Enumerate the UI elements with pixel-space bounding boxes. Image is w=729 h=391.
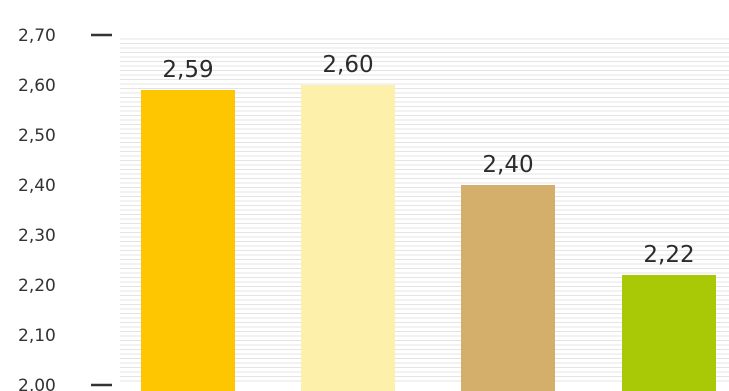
value-labels: 2,59 2,60 2,40 2,22 (162, 52, 694, 268)
bar-3 (461, 185, 555, 391)
value-label-3: 2,40 (482, 152, 533, 178)
bar-4 (622, 275, 716, 391)
y-tick-label: 2,60 (18, 76, 56, 96)
y-tick-label: 2,70 (18, 26, 56, 46)
y-tick-label: 2,40 (18, 176, 56, 196)
y-tick-label: 2,10 (18, 326, 56, 346)
y-tick-label: 2,50 (18, 126, 56, 146)
y-tick-label: 2,20 (18, 276, 56, 296)
value-label-2: 2,60 (322, 52, 373, 78)
value-label-1: 2,59 (162, 57, 213, 83)
bar-1 (141, 90, 235, 391)
y-axis: 2,70 2,60 2,50 2,40 2,30 2,20 2,10 2,00 (18, 26, 112, 391)
bar-2 (301, 85, 395, 391)
y-tick-label: 2,00 (18, 376, 56, 391)
value-label-4: 2,22 (643, 242, 694, 268)
bars (141, 85, 716, 391)
y-tick-label: 2,30 (18, 226, 56, 246)
